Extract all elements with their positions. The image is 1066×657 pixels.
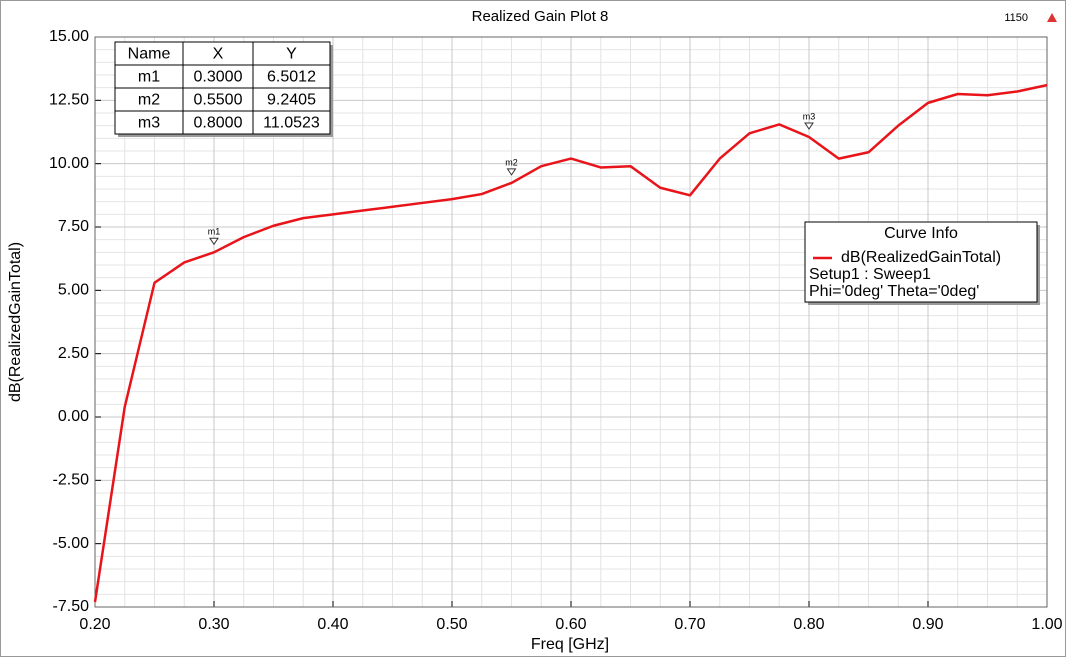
legend-line: Phi='0deg' Theta='0deg'	[809, 283, 979, 300]
x-tick-label: 0.70	[674, 616, 705, 633]
table-cell: Name	[128, 46, 171, 63]
table-cell: 6.5012	[267, 69, 316, 86]
plot-area	[94, 36, 1048, 608]
x-tick-label: 0.90	[912, 616, 943, 633]
x-axis-label: Freq [GHz]	[531, 636, 609, 653]
legend-title: Curve Info	[884, 225, 958, 242]
marker-triangle	[209, 237, 219, 246]
y-tick-label: 5.00	[58, 282, 89, 299]
table-cell: Y	[286, 46, 297, 63]
table-cell: 11.0523	[263, 115, 320, 132]
y-tick-label: 15.00	[49, 28, 89, 45]
x-tick-label: 0.60	[555, 616, 586, 633]
y-tick-label: -5.00	[53, 535, 90, 552]
x-tick-label: 0.30	[198, 616, 229, 633]
x-tick-label: 0.80	[793, 616, 824, 633]
x-tick-label: 0.40	[317, 616, 348, 633]
y-tick-label: 0.00	[58, 408, 89, 425]
y-tick-label: 12.50	[49, 92, 89, 109]
table-cell: X	[213, 46, 224, 63]
table-cell: 0.3000	[194, 69, 243, 86]
table-cell: m2	[138, 92, 160, 109]
legend-entry: dB(RealizedGainTotal)	[841, 249, 1001, 266]
table-cell: 9.2405	[267, 92, 316, 109]
legend	[804, 221, 1038, 303]
x-tick-label: 1.00	[1031, 616, 1062, 633]
table-cell: m3	[138, 115, 160, 132]
chart-title: Realized Gain Plot 8	[472, 8, 609, 25]
y-axis-label: dB(RealizedGainTotal)	[7, 242, 24, 402]
corner-icon	[1047, 13, 1057, 22]
y-tick-label: -7.50	[53, 598, 90, 615]
legend-line: Setup1 : Sweep1	[809, 266, 931, 283]
marker-triangle	[804, 122, 814, 130]
x-tick-label: 0.20	[79, 616, 110, 633]
y-tick-label: 10.00	[49, 155, 89, 172]
corner-label: 1150	[1004, 12, 1028, 24]
table-cell: 0.8000	[194, 115, 243, 132]
table-cell: m1	[138, 69, 160, 86]
x-tick-label: 0.50	[436, 616, 467, 633]
y-tick-label: 7.50	[58, 218, 89, 235]
marker-triangle	[506, 168, 517, 176]
marker-label: m2	[505, 157, 518, 167]
marker-label: m1	[208, 227, 221, 237]
data-line	[93, 83, 1048, 603]
y-tick-label: 2.50	[58, 345, 89, 362]
marker-label: m3	[803, 111, 816, 121]
table-cell: 0.5500	[194, 92, 243, 109]
y-tick-label: -2.50	[53, 472, 90, 489]
